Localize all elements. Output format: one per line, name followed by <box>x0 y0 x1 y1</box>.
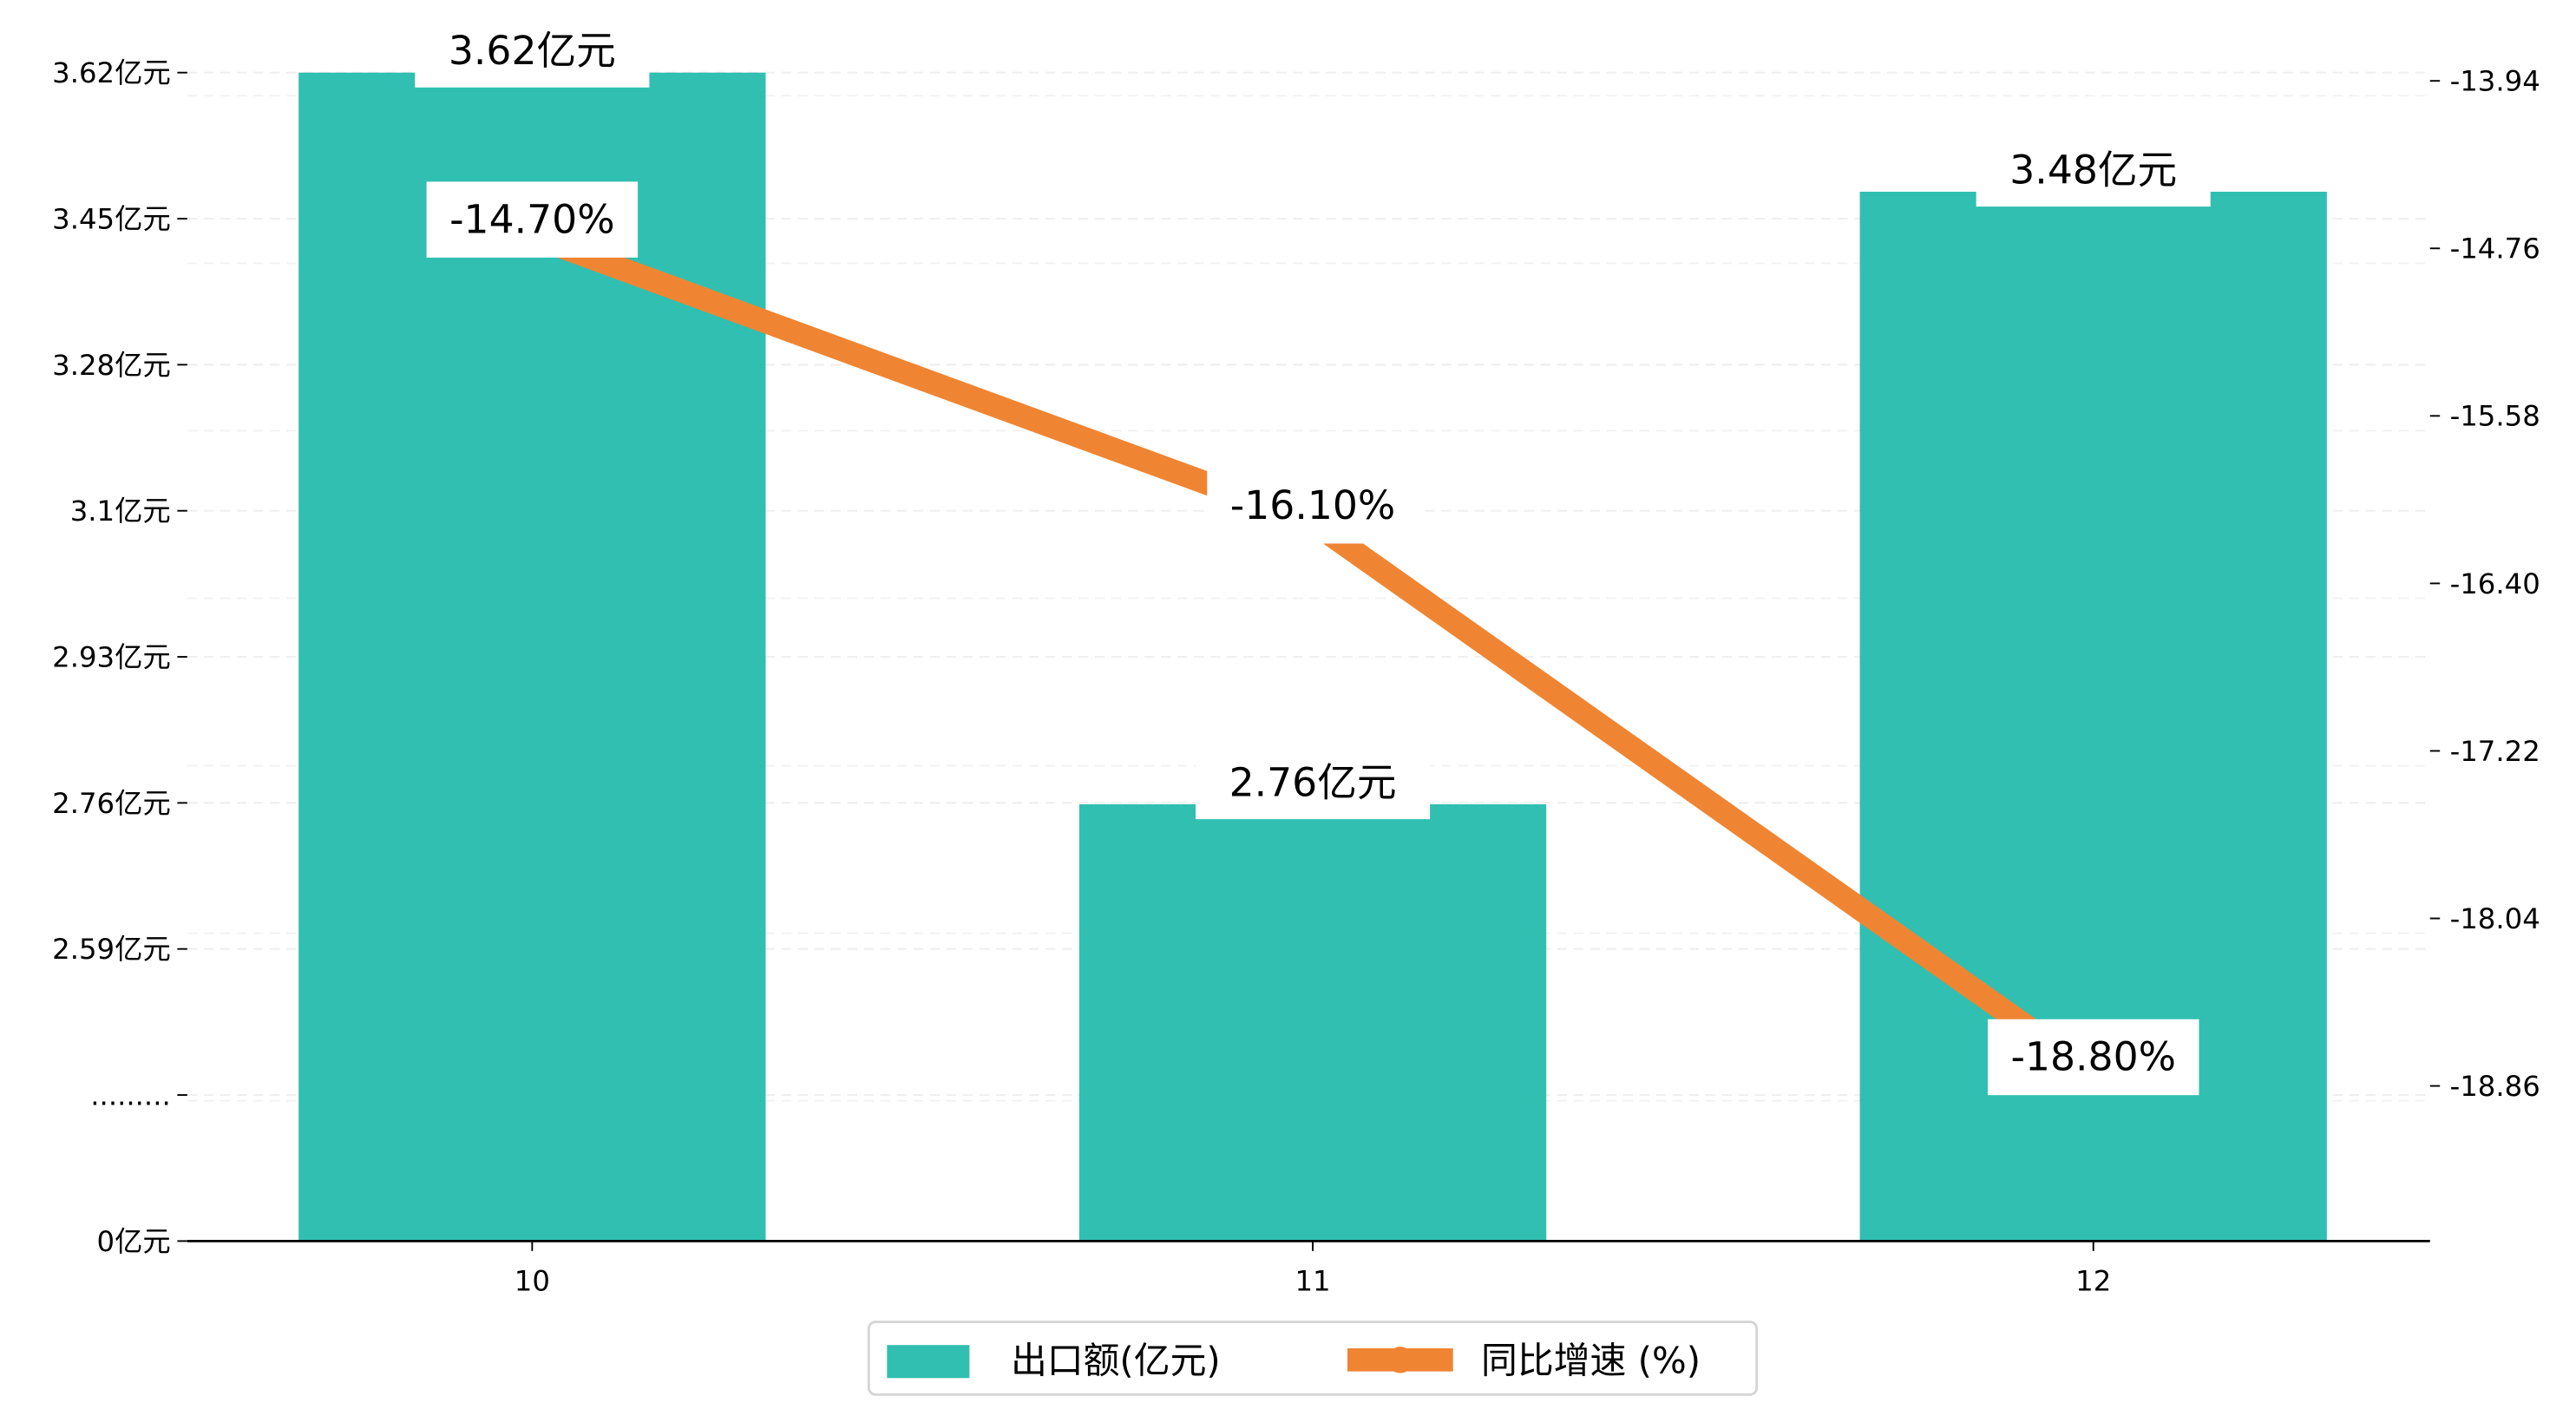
line-label-bg <box>1987 1019 2199 1096</box>
left-tick-label: ......... <box>90 1078 171 1111</box>
left-tick-label: 3.45亿元 <box>52 202 171 235</box>
legend-bar-swatch <box>887 1345 970 1379</box>
legend: 出口额(亿元) 同比增速 (%) <box>867 1321 1759 1396</box>
right-tick-label: -16.40 <box>2450 567 2540 600</box>
line-label-bg <box>1207 467 1419 544</box>
left-tick-label: 3.28亿元 <box>52 349 171 382</box>
right-tick-label: -18.04 <box>2450 902 2540 935</box>
bar-10 <box>298 72 766 1242</box>
bar-label-bg <box>1195 754 1431 820</box>
bar-data-label: 2.76亿元 <box>1229 759 1397 805</box>
axes: 3.62亿元 3.45亿元 3.28亿元 3.1亿元 2.93亿元 2.76亿元 2.59亿… <box>52 56 2540 1297</box>
line-label-bg <box>426 181 639 258</box>
line-data-label: -16.10% <box>1230 482 1396 528</box>
bar-11 <box>1078 804 1547 1242</box>
legend-marker <box>1386 1347 1414 1373</box>
right-tick-label: -18.86 <box>2450 1070 2540 1103</box>
left-tick-label: 2.59亿元 <box>52 933 171 966</box>
data-labels: 3.62亿元 2.76亿元 3.48亿元 -14.70% -16.10% -18.80% <box>415 23 2211 1096</box>
left-tick-label: 2.76亿元 <box>52 787 171 820</box>
bar-label-bg <box>415 23 650 88</box>
right-tick-label: -17.22 <box>2450 735 2540 768</box>
x-tick-label: 11 <box>1295 1264 1330 1297</box>
x-tick-label: 12 <box>2075 1264 2111 1297</box>
line-data-label: -14.70% <box>449 196 614 242</box>
line-data-label: -18.80% <box>2010 1034 2176 1080</box>
legend-label-export: 出口额(亿元) <box>1011 1340 1221 1382</box>
right-tick-label: -13.94 <box>2450 65 2540 98</box>
bar-data-label: 3.48亿元 <box>2009 147 2177 193</box>
legend-label-growth: 同比增速 (%) <box>1481 1340 1701 1382</box>
x-tick-label: 10 <box>515 1264 550 1297</box>
left-tick-label: 3.1亿元 <box>70 495 171 528</box>
left-tick-label: 0亿元 <box>97 1225 171 1258</box>
left-tick-label: 2.93亿元 <box>52 640 171 673</box>
left-tick-label: 3.62亿元 <box>52 56 171 89</box>
legend-box <box>867 1321 1759 1396</box>
right-tick-label: -14.76 <box>2450 233 2540 266</box>
bar-label-bg <box>1976 141 2211 207</box>
bar-data-label: 3.62亿元 <box>449 28 616 74</box>
right-tick-label: -15.58 <box>2450 400 2540 433</box>
